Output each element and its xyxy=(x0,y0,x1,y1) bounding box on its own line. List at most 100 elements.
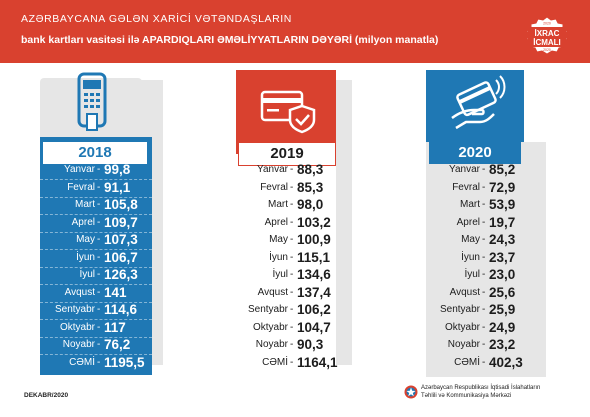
table-row: Fevral -72,9 xyxy=(426,180,546,198)
month-label: CƏMİ xyxy=(262,356,288,368)
dash-separator: - xyxy=(482,216,486,228)
dash-separator: - xyxy=(482,339,486,350)
table-row: Aprel -109,7 xyxy=(40,215,152,233)
dash-separator: - xyxy=(482,321,486,333)
month-label: Noyabr xyxy=(255,339,288,350)
dash-separator: - xyxy=(482,164,486,175)
row-divider xyxy=(40,266,152,268)
table-row: May -24,3 xyxy=(426,232,546,250)
dash-separator: - xyxy=(97,234,101,245)
month-label: Fevral xyxy=(260,181,288,193)
table-row: İyul -23,0 xyxy=(426,267,546,285)
month-label: Oktyabr xyxy=(59,321,95,333)
row-divider xyxy=(40,336,152,338)
dash-separator: - xyxy=(482,269,486,280)
month-label: İyun xyxy=(461,251,480,263)
contactless-card-icon xyxy=(451,75,506,130)
dash-separator: - xyxy=(97,199,101,210)
month-value: 141 xyxy=(104,284,127,300)
dash-separator: - xyxy=(97,181,101,193)
month-label: İyul xyxy=(79,269,95,280)
row-divider xyxy=(40,319,152,320)
table-row: Oktyabr -104,7 xyxy=(236,320,336,338)
month-label: Noyabr xyxy=(447,339,480,350)
row-divider xyxy=(40,249,152,250)
month-value: 88,3 xyxy=(297,162,324,177)
table-row: Mart -53,9 xyxy=(426,197,546,215)
table-row: İyun -23,7 xyxy=(426,250,546,268)
dash-separator: - xyxy=(290,304,294,315)
month-label: Yanvar xyxy=(64,164,95,175)
column-data-panel xyxy=(40,137,152,375)
table-row: Avqust -25,6 xyxy=(426,285,546,303)
month-value: 100,9 xyxy=(297,232,331,247)
month-value: 106,2 xyxy=(297,302,331,317)
dash-separator: - xyxy=(290,181,294,193)
month-label: Fevral xyxy=(452,181,480,193)
month-label: Avqust xyxy=(449,286,480,298)
month-label: İyul xyxy=(272,269,288,280)
month-label: CƏMİ xyxy=(69,356,95,368)
dash-separator: - xyxy=(290,321,294,333)
dash-separator: - xyxy=(290,234,294,245)
table-row: İyul -134,6 xyxy=(236,267,336,285)
year-label-2020: 2020 xyxy=(429,142,521,164)
table-row: Aprel -103,2 xyxy=(236,215,336,233)
year-label-2019: 2019 xyxy=(238,142,336,166)
header-band xyxy=(0,0,590,63)
column-data-panel xyxy=(236,154,336,377)
month-value: 25,9 xyxy=(489,302,516,317)
dash-separator: - xyxy=(290,339,294,350)
month-value: 23,0 xyxy=(489,267,516,282)
month-value: 19,7 xyxy=(489,214,516,230)
month-value: 107,3 xyxy=(104,232,138,247)
header-title-line2: bank kartları vasitəsi ilə APARDIQLARI Ə… xyxy=(21,34,439,46)
table-row: Sentyabr -114,6 xyxy=(40,302,152,320)
table-row: May -107,3 xyxy=(40,232,152,250)
pos-terminal-icon xyxy=(77,72,107,131)
month-value: 85,2 xyxy=(489,162,516,177)
column-data-panel xyxy=(426,142,546,377)
table-row: Oktyabr -24,9 xyxy=(426,320,546,338)
month-label: Avqust xyxy=(257,286,288,298)
dash-separator: - xyxy=(97,251,101,263)
month-label: May xyxy=(461,234,480,245)
dash-separator: - xyxy=(97,321,101,333)
row-divider xyxy=(40,354,152,355)
dash-separator: - xyxy=(97,286,101,298)
month-label: Sentyabr xyxy=(247,304,288,315)
month-value: 402,3 xyxy=(489,354,523,370)
month-label: May xyxy=(76,234,95,245)
table-row: Sentyabr -106,2 xyxy=(236,302,336,320)
dash-separator: - xyxy=(482,181,486,193)
header-title-line1: AZƏRBAYCANA GƏLƏN XARİCİ VƏTƏNDAŞLARIN xyxy=(21,13,292,25)
month-label: Noyabr xyxy=(62,339,95,350)
month-value: 109,7 xyxy=(104,214,138,230)
month-label: Sentyabr xyxy=(54,304,95,315)
dash-separator: - xyxy=(290,251,294,263)
badge-top: 2020 xyxy=(543,22,551,26)
dash-separator: - xyxy=(97,356,101,368)
table-row: İyun -115,1 xyxy=(236,250,336,268)
column-panel xyxy=(236,70,336,154)
table-row: Yanvar -85,2 xyxy=(426,162,546,180)
month-label: May xyxy=(269,234,288,245)
month-value: 114,6 xyxy=(104,302,138,317)
dash-separator: - xyxy=(482,251,486,263)
month-value: 104,7 xyxy=(297,319,331,335)
month-label: Oktyabr xyxy=(252,321,288,333)
rows-2019: Yanvar -88,3 Fevral -85,3 Mart -98,0 Aprel -103… xyxy=(236,162,338,372)
row-divider xyxy=(40,284,152,285)
month-value: 24,9 xyxy=(489,319,516,335)
month-value: 115,1 xyxy=(297,249,331,265)
table-row: İyul -126,3 xyxy=(40,267,152,285)
month-value: 25,6 xyxy=(489,284,516,300)
rows-2020: Yanvar -85,2 Fevral -72,9 Mart -53,9 Aprel -19,… xyxy=(426,162,546,372)
month-value: 103,2 xyxy=(297,214,331,230)
dash-separator: - xyxy=(97,339,101,350)
badge-line2: İCMALI xyxy=(533,38,561,47)
dash-separator: - xyxy=(290,199,294,210)
month-value: 1195,5 xyxy=(104,354,145,370)
table-row: CƏMİ -1195,5 xyxy=(40,355,152,373)
dash-separator: - xyxy=(97,164,101,175)
